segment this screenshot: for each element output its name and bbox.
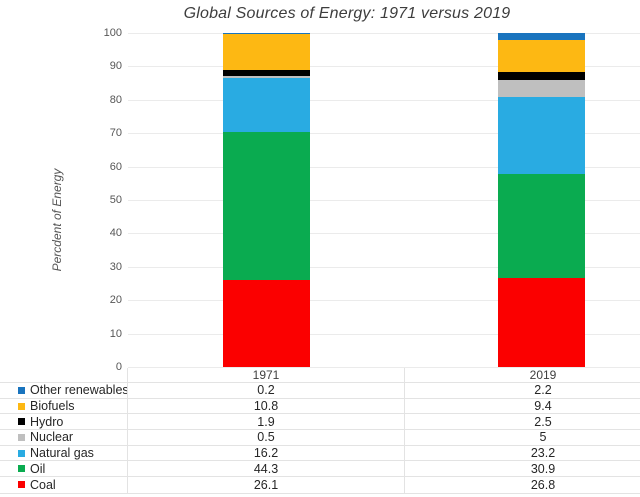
legend-swatch-icon-other-renewables	[18, 386, 25, 394]
legend-series-name: Hydro	[30, 414, 64, 429]
bar-segment-1971-coal	[223, 279, 310, 367]
gridline-30	[128, 266, 640, 268]
legend-label-cell-coal: Coal	[0, 477, 128, 493]
legend-label-cell-natural-gas: Natural gas	[0, 445, 128, 461]
bar-segment-1971-oil	[223, 131, 310, 280]
legend-series-name: Other renewables	[30, 383, 128, 398]
legend-swatch-icon-hydro	[18, 418, 25, 426]
legend-series-name: Nuclear	[30, 430, 74, 445]
bar-segment-1971-hydro	[223, 69, 310, 77]
header-cell-empty	[0, 368, 128, 382]
gridline-70	[128, 133, 640, 135]
legend-swatch-icon-coal	[18, 481, 25, 489]
y-tick-label-80: 80	[109, 93, 122, 106]
gridline-10	[128, 333, 640, 335]
legend-row-hydro: Hydro 1.9 2.5	[0, 414, 640, 431]
x-category-label-2019: 2019	[405, 368, 640, 382]
legend-row-nuclear: Nuclear 0.5 5	[0, 430, 640, 446]
chart-title: Global Sources of Energy: 1971 versus 20…	[183, 5, 511, 22]
value-cell-nuclear-2019: 5	[405, 430, 640, 445]
bar-1971	[223, 33, 310, 367]
legend-label-cell-nuclear: Nuclear	[0, 430, 128, 445]
legend-row-oil: Oil 44.3 30.9	[0, 461, 640, 478]
bar-segment-1971-nuclear	[223, 76, 310, 78]
value-cell-coal-2019: 26.8	[405, 477, 640, 493]
value-cell-biofuels-1971: 10.8	[128, 398, 405, 414]
legend-table-header-row: 1971 2019	[0, 368, 640, 383]
legend-swatch-icon-natural-gas	[18, 449, 25, 457]
gridline-20	[128, 300, 640, 302]
bar-segment-2019-nuclear	[498, 80, 585, 97]
gridline-40	[128, 233, 640, 235]
legend-series-name: Natural gas	[30, 446, 94, 461]
y-tick-label-100: 100	[103, 27, 122, 39]
y-tick-label-0: 0	[115, 361, 122, 373]
bar-segment-1971-other-renewables	[223, 33, 310, 34]
bar-segment-1971-natural-gas	[223, 77, 310, 132]
gridline-0	[128, 367, 640, 368]
legend-label-cell-hydro: Hydro	[0, 414, 128, 430]
legend-swatch-icon-nuclear	[18, 433, 25, 441]
y-tick-label-60: 60	[109, 160, 122, 173]
y-tick-label-30: 30	[109, 260, 122, 273]
gridline-100	[128, 33, 640, 34]
bar-segment-2019-natural-gas	[498, 96, 585, 175]
y-tick-label-90: 90	[109, 60, 122, 73]
gridline-60	[128, 166, 640, 168]
y-axis-title: Percdent of Energy	[50, 168, 64, 272]
bar-segment-2019-hydro	[498, 71, 585, 81]
x-category-label-1971: 1971	[128, 368, 405, 382]
value-cell-coal-1971: 26.1	[128, 477, 405, 493]
bar-segment-2019-coal	[498, 277, 585, 367]
gridline-50	[128, 200, 640, 201]
value-cell-other-renewables-1971: 0.2	[128, 383, 405, 398]
legend-label-cell-biofuels: Biofuels	[0, 398, 128, 414]
legend-table: 1971 2019 Other renewables 0.2 2.2 Biofuels 10…	[0, 368, 640, 494]
legend-row-other-renewables: Other renewables 0.2 2.2	[0, 383, 640, 399]
legend-row-biofuels: Biofuels 10.8 9.4	[0, 398, 640, 415]
bar-segment-1971-biofuels	[223, 33, 310, 70]
y-tick-label-50: 50	[109, 194, 122, 206]
legend-swatch-icon-biofuels	[18, 402, 25, 410]
legend-row-coal: Coal 26.1 26.8	[0, 477, 640, 493]
value-cell-hydro-2019: 2.5	[405, 414, 640, 429]
gridline-90	[128, 66, 640, 68]
legend-series-name: Biofuels	[30, 399, 75, 414]
legend-label-cell-oil: Oil	[0, 461, 128, 477]
bar-segment-2019-other-renewables	[498, 33, 585, 41]
y-tick-label-20: 20	[109, 294, 122, 307]
legend-label-cell-other-renewables: Other renewables	[0, 383, 128, 398]
value-cell-other-renewables-2019: 2.2	[405, 383, 640, 398]
value-cell-natural-gas-2019: 23.2	[405, 446, 640, 461]
gridline-80	[128, 99, 640, 101]
y-tick-label-70: 70	[109, 127, 122, 140]
value-cell-hydro-1971: 1.9	[128, 414, 405, 430]
y-tick-label-40: 40	[109, 227, 122, 240]
value-cell-nuclear-1971: 0.5	[128, 430, 405, 445]
y-tick-label-10: 10	[109, 327, 122, 340]
legend-series-name: Oil	[30, 461, 46, 476]
legend-swatch-icon-oil	[18, 465, 25, 473]
legend-row-natural-gas: Natural gas 16.2 23.2	[0, 445, 640, 462]
value-cell-oil-1971: 44.3	[128, 461, 405, 477]
value-cell-natural-gas-1971: 16.2	[128, 445, 405, 461]
value-cell-oil-2019: 30.9	[405, 461, 640, 476]
value-cell-biofuels-2019: 9.4	[405, 399, 640, 414]
bar-segment-2019-biofuels	[498, 40, 585, 72]
bar-segment-2019-oil	[498, 174, 585, 278]
bar-2019	[498, 33, 585, 367]
legend-series-name: Coal	[30, 477, 56, 492]
